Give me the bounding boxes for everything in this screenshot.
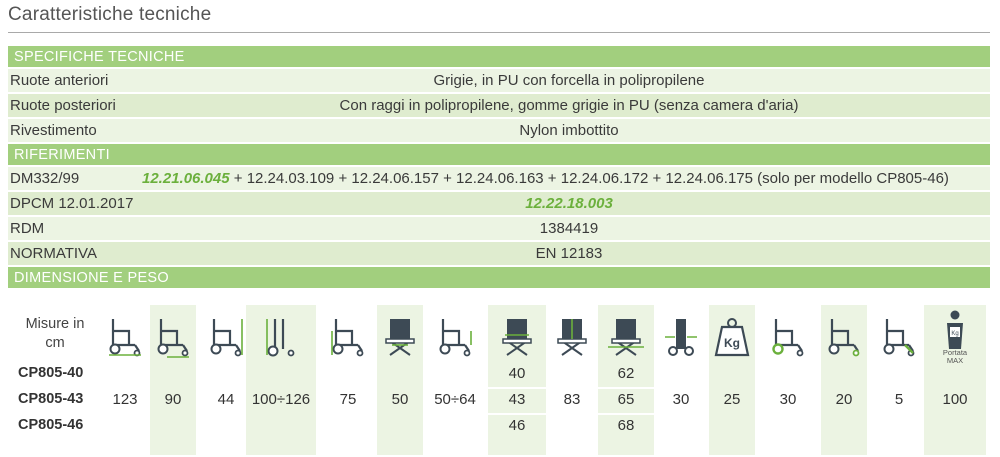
ref-label: NORMATIVA xyxy=(10,245,97,262)
misure-label: Misure in cm xyxy=(25,316,85,351)
rear-wheel-icon xyxy=(764,313,812,361)
chair-width-icon xyxy=(149,313,197,361)
dimension-value: 40 xyxy=(508,365,526,382)
ref-value: 1384419 xyxy=(539,220,599,237)
ref-code-highlight: 12.22.18.003 xyxy=(525,195,613,212)
dimension-value: 68 xyxy=(617,417,635,434)
spec-label: Ruote posteriori xyxy=(10,97,116,114)
ref-row-rdm: RDM 1384419 xyxy=(8,217,990,242)
model-label: CP805-40 xyxy=(18,365,84,381)
weight-icon: Kg xyxy=(708,313,756,361)
ref-row-dm: DM332/99 12.21.06.045 + 12.24.03.109 + 1… xyxy=(8,167,990,192)
max-load-icon: Kg xyxy=(931,307,979,355)
svg-text:Kg: Kg xyxy=(724,336,740,350)
seat-depth-icon xyxy=(493,313,541,361)
spec-table: SPECIFICHE TECNICHE Ruote anteriori Grig… xyxy=(8,46,990,290)
dimension-value: 75 xyxy=(339,391,357,408)
spec-value: Con raggi in polipropilene, gomme grigie… xyxy=(339,97,799,114)
spec-value: Grigie, in PU con forcella in polipropil… xyxy=(433,72,705,89)
chair-height-icon xyxy=(202,313,250,361)
dimension-value: 50÷64 xyxy=(434,391,476,408)
dimension-value: 50 xyxy=(391,391,409,408)
seat-height-icon xyxy=(324,313,372,361)
portata-max-label: Portata MAX xyxy=(942,348,968,365)
section-header-specifiche: SPECIFICHE TECNICHE xyxy=(8,46,990,69)
model-label: CP805-46 xyxy=(18,417,84,433)
ref-value: 12.21.06.045 + 12.24.03.109 + 12.24.06.1… xyxy=(138,170,990,187)
section-header-dimensioni: DIMENSIONE E PESO xyxy=(8,267,990,290)
ref-row-normativa: NORMATIVA EN 12183 xyxy=(8,242,990,267)
ref-value: 12.22.18.003 xyxy=(148,195,990,212)
overall-width-icon xyxy=(602,313,650,361)
dimension-value: 100 xyxy=(942,391,968,408)
folded-height-icon xyxy=(257,313,305,361)
dimension-value: 62 xyxy=(617,365,635,382)
dimension-value: 46 xyxy=(508,417,526,434)
spec-label: Ruote anteriori xyxy=(10,72,109,89)
chair-length-icon xyxy=(101,313,149,361)
ref-code-rest: + 12.24.03.109 + 12.24.06.157 + 12.24.06… xyxy=(229,170,949,187)
ref-label: DM332/99 xyxy=(10,170,80,187)
ref-label: DPCM 12.01.2017 xyxy=(10,195,134,212)
ref-value: EN 12183 xyxy=(535,245,603,262)
ref-label: RDM xyxy=(10,220,45,237)
spec-label: Rivestimento xyxy=(10,122,97,139)
dimension-value: 123 xyxy=(112,391,138,408)
seat-width-icon xyxy=(376,313,424,361)
front-wheel-icon xyxy=(820,313,868,361)
model-label: CP805-43 xyxy=(18,391,84,407)
cell-separator xyxy=(488,387,546,389)
ref-row-dpcm: DPCM 12.01.2017 12.22.18.003 xyxy=(8,192,990,217)
cell-separator xyxy=(488,413,546,415)
folded-width-icon xyxy=(657,313,705,361)
dimension-value: 25 xyxy=(723,391,741,408)
spec-row: Ruote posteriori Con raggi in polipropil… xyxy=(8,94,990,119)
column-shade xyxy=(246,305,316,455)
section-header-riferimenti: RIFERIMENTI xyxy=(8,144,990,167)
ref-code-highlight: 12.21.06.045 xyxy=(142,170,230,187)
armrest-height-icon xyxy=(431,313,479,361)
dimension-table: Misure in cm Kg Kg Portata MAX CP80 xyxy=(8,305,990,455)
dimension-value: 20 xyxy=(835,391,853,408)
spec-row: Ruote anteriori Grigie, in PU con forcel… xyxy=(8,69,990,94)
page-title: Caratteristiche tecniche xyxy=(8,4,212,25)
dimension-value: 65 xyxy=(617,391,635,408)
title-divider xyxy=(8,32,990,33)
dimension-value: 83 xyxy=(563,391,581,408)
dimension-value: 43 xyxy=(508,391,526,408)
backrest-height-icon xyxy=(548,313,596,361)
dimension-value: 5 xyxy=(894,391,904,408)
spec-value: Nylon imbottito xyxy=(519,122,619,139)
dimension-value: 90 xyxy=(164,391,182,408)
spec-row: Rivestimento Nylon imbottito xyxy=(8,119,990,144)
dimension-value: 100÷126 xyxy=(251,391,311,408)
dimension-value: 30 xyxy=(672,391,690,408)
cell-separator xyxy=(598,413,654,415)
dimension-value: 30 xyxy=(779,391,797,408)
svg-text:Kg: Kg xyxy=(951,331,958,337)
footrest-icon xyxy=(875,313,923,361)
cell-separator xyxy=(598,387,654,389)
dimension-value: 44 xyxy=(217,391,235,408)
